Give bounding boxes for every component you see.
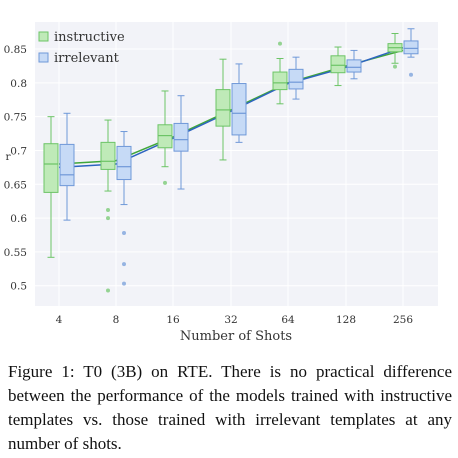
y-axis-title: r xyxy=(5,151,11,163)
outlier-point xyxy=(122,230,126,235)
legend: instructive irrelevant xyxy=(38,30,125,66)
legend-swatch-irrelevant xyxy=(38,52,49,63)
y-tick-label: 0.7 xyxy=(10,145,27,157)
x-axis-title: Number of Shots xyxy=(180,329,292,344)
iqr-box xyxy=(173,122,189,152)
instructive-box xyxy=(272,41,288,105)
x-tick-label: 8 xyxy=(113,314,120,326)
iqr-box xyxy=(231,83,247,136)
iqr-box xyxy=(100,141,116,170)
legend-label-irrelevant: irrelevant xyxy=(54,51,120,66)
outlier-point xyxy=(278,41,282,46)
irrelevant-box xyxy=(288,56,304,100)
irrelevant-box xyxy=(59,112,75,221)
outlier-point xyxy=(106,207,110,212)
iqr-box xyxy=(272,71,288,91)
x-tick-label: 4 xyxy=(56,314,63,326)
legend-swatch-instructive xyxy=(38,31,49,42)
iqr-box xyxy=(346,59,362,73)
iqr-box xyxy=(288,68,304,90)
x-tick-label: 256 xyxy=(393,314,413,326)
iqr-box xyxy=(215,89,231,127)
irrelevant-box xyxy=(231,63,247,143)
outlier-point xyxy=(409,72,413,77)
y-tick-label: 0.65 xyxy=(4,179,27,191)
iqr-box xyxy=(59,143,75,187)
instructive-box xyxy=(100,119,116,293)
iqr-box xyxy=(330,55,346,74)
iqr-box xyxy=(116,145,132,181)
x-tick-label: 64 xyxy=(281,314,295,326)
irrelevant-box xyxy=(403,28,419,77)
outlier-point xyxy=(122,262,126,267)
instructive-box xyxy=(157,90,173,185)
y-tick-label: 0.8 xyxy=(10,78,27,90)
irrelevant-box xyxy=(346,49,362,80)
y-tick-label: 0.85 xyxy=(4,44,27,56)
y-tick-label: 0.5 xyxy=(10,281,27,293)
x-tick-label: 16 xyxy=(166,314,180,326)
instructive-box xyxy=(330,46,346,87)
mean-lines xyxy=(58,46,404,169)
x-tick-labels: 4 8 16 32 64 128 256 xyxy=(56,314,414,326)
instructive-box xyxy=(43,116,59,258)
iqr-box xyxy=(43,143,59,193)
x-tick-label: 128 xyxy=(336,314,356,326)
irrelevant-mean-line xyxy=(58,46,404,169)
x-tick-label: 32 xyxy=(224,314,237,326)
figure-caption: Figure 1: T0 (3B) on RTE. There is no pr… xyxy=(8,362,452,453)
outlier-point xyxy=(163,180,167,185)
iqr-box xyxy=(157,124,173,149)
boxes xyxy=(43,28,419,293)
outlier-point xyxy=(122,281,126,286)
legend-label-instructive: instructive xyxy=(54,30,125,45)
outlier-point xyxy=(106,216,110,221)
y-tick-labels: 0.5 0.55 0.6 0.65 0.7 0.75 0.8 0.85 xyxy=(4,44,28,293)
instructive-mean-line xyxy=(58,49,404,165)
y-tick-label: 0.55 xyxy=(4,247,27,259)
outlier-point xyxy=(106,288,110,293)
irrelevant-box xyxy=(116,131,132,286)
instructive-box xyxy=(215,58,231,161)
iqr-box xyxy=(403,40,419,55)
y-tick-label: 0.6 xyxy=(10,213,27,225)
y-tick-label: 0.75 xyxy=(4,112,27,124)
box-plot-chart: 0.5 0.55 0.6 0.65 0.7 0.75 0.8 0.85 4 8 16 32 64 128… xyxy=(4,22,438,344)
outlier-point xyxy=(393,64,397,69)
instructive-box xyxy=(387,32,403,69)
irrelevant-box xyxy=(173,95,189,190)
